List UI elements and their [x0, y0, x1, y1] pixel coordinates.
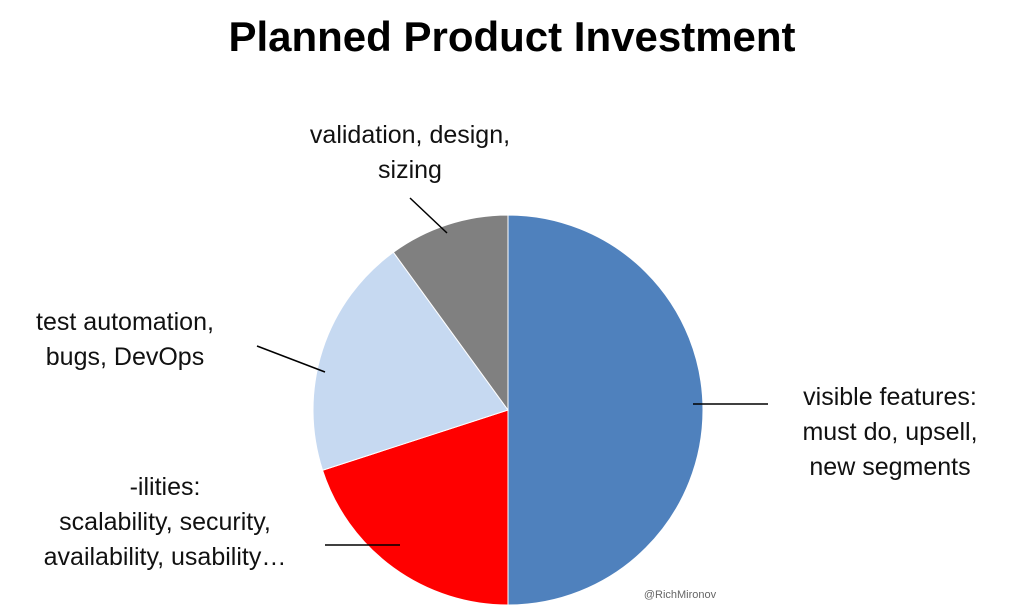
- pie-slice: [321, 409, 509, 606]
- pie-slice: [312, 251, 509, 471]
- slice-label: -ilities: scalability, security, availabil…: [44, 473, 287, 571]
- pie-slice: [507, 214, 704, 606]
- slice-label: validation, design, sizing: [310, 121, 510, 184]
- watermark: @RichMironov: [644, 589, 717, 601]
- pie-slice: [392, 214, 509, 412]
- slice-label: test automation, bugs, DevOps: [36, 308, 214, 371]
- leader-line: [409, 197, 448, 234]
- chart-title: Planned Product Investment: [228, 13, 795, 60]
- leader-line: [256, 345, 326, 373]
- slice-label: visible features: must do, upsell, new seg…: [802, 383, 977, 481]
